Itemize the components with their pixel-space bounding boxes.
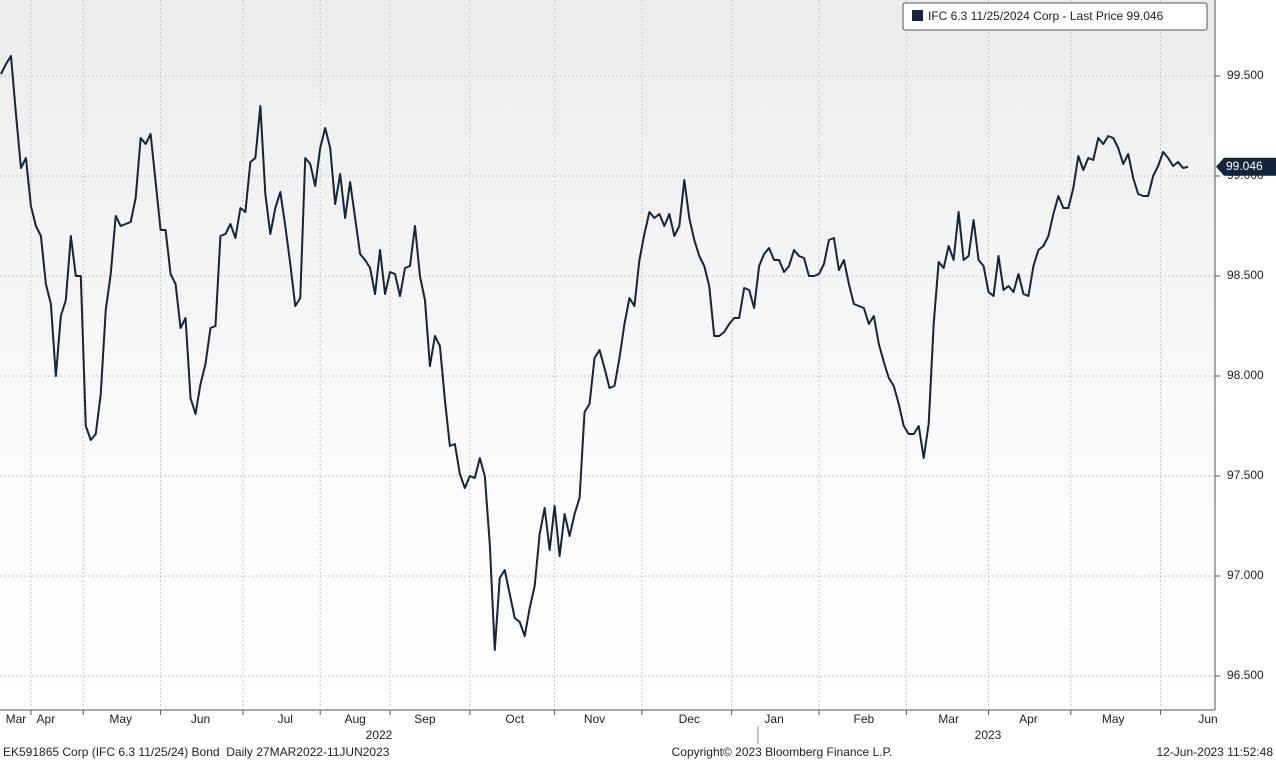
x-tick-label: May: [109, 712, 132, 726]
price-line: [0, 55, 1189, 651]
footer-center: Copyright© 2023 Bloomberg Finance L.P.: [672, 745, 893, 759]
x-tick-label: Jun: [191, 712, 210, 726]
marks: 99.046: [0, 55, 1276, 651]
x-tick-label: Dec: [679, 712, 700, 726]
y-tick-label: 98.000: [1227, 368, 1264, 382]
x-tick-label: May: [1102, 712, 1125, 726]
x-tick-label: Oct: [505, 712, 524, 726]
legend-box: [902, 2, 1208, 31]
legend-swatch: [912, 10, 923, 21]
x-year-label: 2023: [975, 728, 1002, 742]
x-tick-label: Sep: [414, 712, 436, 726]
x-tick-label: Apr: [37, 712, 56, 726]
last-price-tag: [1216, 157, 1276, 176]
x-tick-label: Jul: [278, 712, 293, 726]
y-tick-label: 96.500: [1227, 668, 1264, 682]
x-tick-label: Aug: [344, 712, 365, 726]
x-tick-label: Mar: [6, 712, 27, 726]
x-year-label: 2022: [366, 728, 393, 742]
last-price-label: 99.046: [1226, 159, 1263, 173]
x-tick-label: Jan: [764, 712, 783, 726]
y-tick-label: 97.500: [1227, 468, 1264, 482]
footer-right: 12-Jun-2023 11:52:48: [1156, 745, 1273, 759]
x-tick-label: Jun: [1198, 712, 1217, 726]
x-tick-label: Apr: [1019, 712, 1038, 726]
y-tick-label: 99.500: [1227, 68, 1264, 82]
x-tick-label: Nov: [584, 712, 605, 726]
x-tick-label: Mar: [938, 712, 959, 726]
y-tick-label: 98.500: [1227, 268, 1264, 282]
legend: IFC 6.3 11/25/2024 Corp - Last Price 99.…: [902, 2, 1208, 31]
x-tick-label: Feb: [854, 712, 875, 726]
grid: 96.50097.00097.50098.00098.50099.00099.5…: [0, 0, 1264, 744]
plot-area: [0, 0, 1215, 710]
legend-label: IFC 6.3 11/25/2024 Corp - Last Price 99.…: [928, 9, 1164, 23]
footer-left: EK591865 Corp (IFC 6.3 11/25/24) Bond Da…: [3, 745, 390, 759]
y-tick-label: 97.000: [1227, 568, 1264, 582]
